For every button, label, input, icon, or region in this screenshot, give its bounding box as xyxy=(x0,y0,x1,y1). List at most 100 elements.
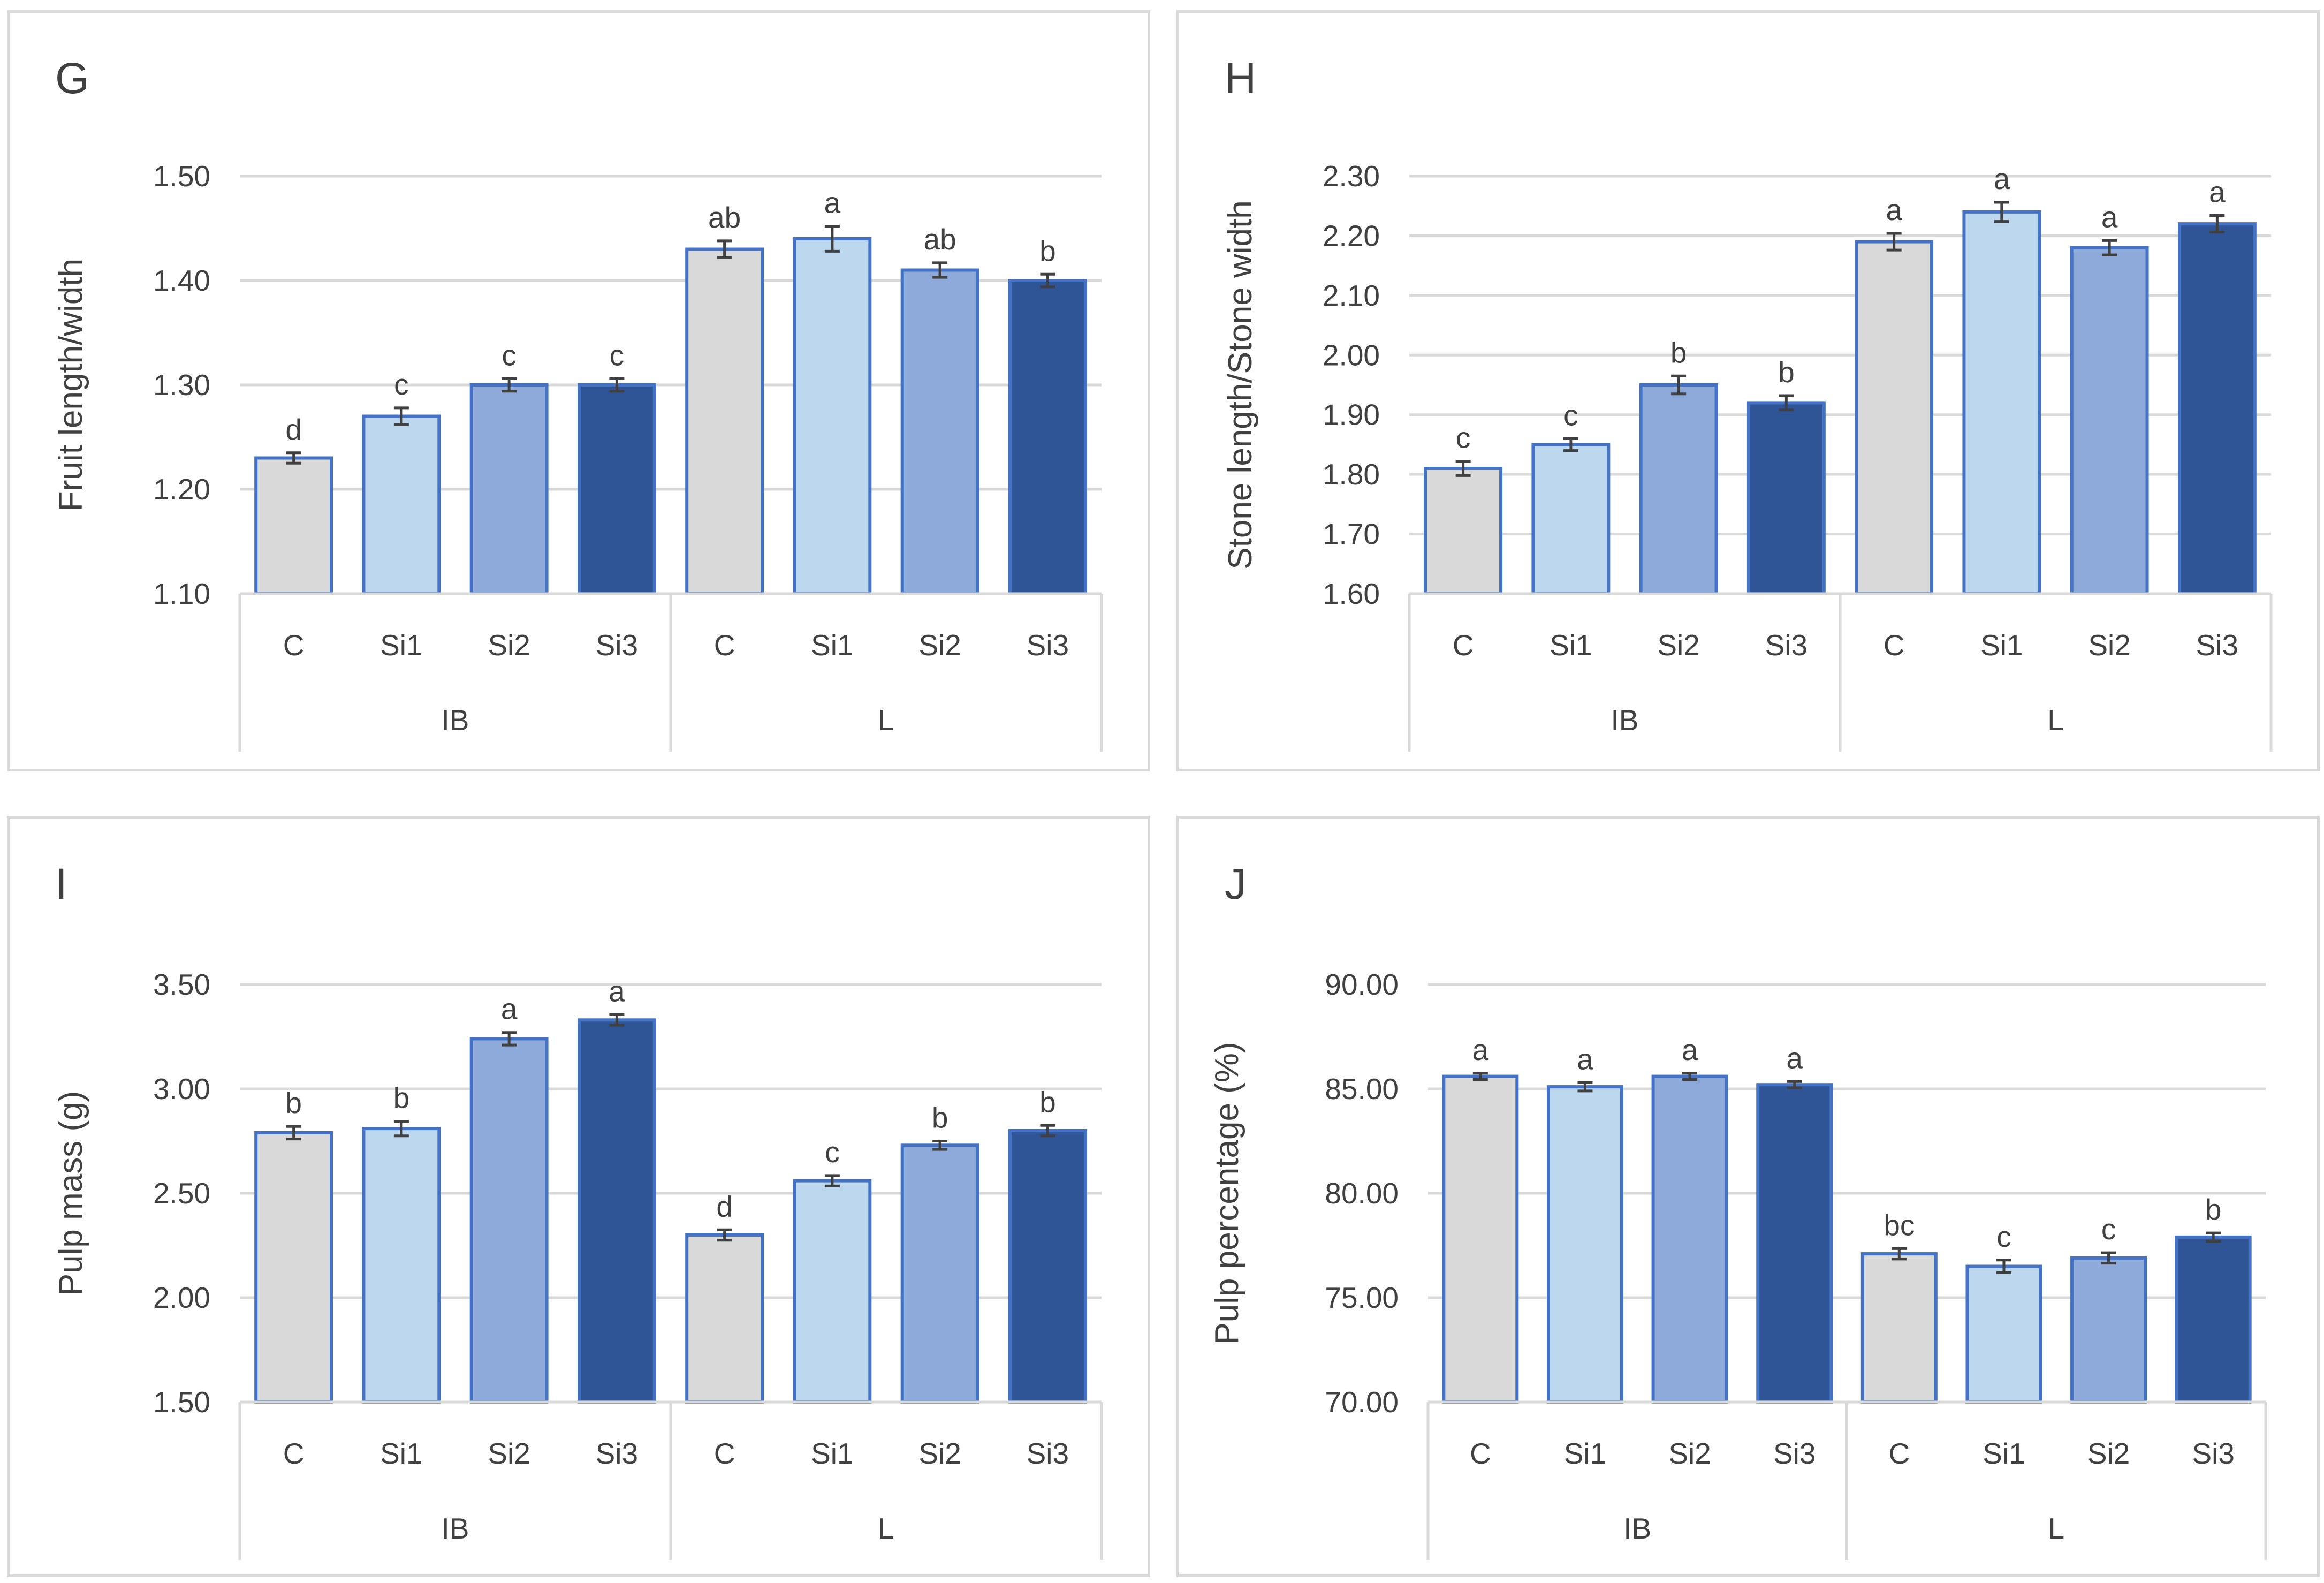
chart-j-svg: J 70.00 75.00 80.00 85.00 90.00 Pulp percentag… xyxy=(1209,860,2267,1560)
bar xyxy=(2175,1235,2252,1404)
x-tick-label: Si3 xyxy=(1773,1437,1816,1470)
x-tick-label: Si2 xyxy=(2088,628,2131,662)
significance-letter: a xyxy=(1472,1033,1489,1066)
x-tick-label: Si3 xyxy=(1027,628,1069,662)
significance-letter: c xyxy=(394,368,409,401)
significance-letter: ab xyxy=(708,201,741,234)
y-tick-label: 80.00 xyxy=(1325,1177,1399,1210)
panel-label: G xyxy=(55,54,89,103)
significance-letter: b xyxy=(2205,1193,2222,1226)
bar xyxy=(1746,401,1826,596)
x-tick-label: Si2 xyxy=(918,628,961,662)
y-tick-label: 1.50 xyxy=(153,1385,210,1419)
y-tick-label: 1.20 xyxy=(153,473,210,506)
significance-letter: b xyxy=(1039,234,1056,267)
x-tick-label: Si3 xyxy=(1765,628,1808,662)
group-label: IB xyxy=(1623,1512,1651,1545)
bar xyxy=(1962,210,2041,596)
x-tick-label: Si1 xyxy=(1550,628,1592,662)
chart-h-svg: H 1.60 1.70 1.80 1.90 2.00 2.10 2.20 2.30 Stone l… xyxy=(1222,54,2273,752)
x-tick-label: Si2 xyxy=(1668,1437,1711,1470)
bar xyxy=(254,456,333,595)
significance-letter: a xyxy=(824,186,841,219)
group-label: L xyxy=(878,703,894,737)
significance-letter: a xyxy=(501,993,518,1026)
y-tick-label: 3.50 xyxy=(153,968,210,1001)
y-tick-label: 1.80 xyxy=(1323,458,1380,491)
bar xyxy=(1639,383,1718,595)
y-tick-label: 2.20 xyxy=(1323,219,1380,252)
significance-letter: c xyxy=(1996,1220,2011,1253)
significance-letter: a xyxy=(1682,1033,1698,1066)
significance-letter: c xyxy=(2101,1213,2116,1246)
bar xyxy=(1860,1252,1938,1404)
significance-letter: b xyxy=(1039,1085,1056,1118)
significance-letter: d xyxy=(716,1190,733,1223)
bar xyxy=(900,268,979,595)
x-tick-label: C xyxy=(1888,1437,1910,1470)
bar xyxy=(1424,467,1503,595)
bar xyxy=(1651,1074,1728,1404)
y-tick-label: 1.70 xyxy=(1323,518,1380,551)
x-tick-label: Si1 xyxy=(1980,628,2023,662)
group-label: IB xyxy=(442,1512,469,1545)
chart-g-svg: G 1.10 1.20 1.30 1.40 1.50 Fruit length/width d… xyxy=(52,54,1103,752)
panel-label: H xyxy=(1225,54,1256,103)
y-tick-label: 1.40 xyxy=(153,264,210,297)
significance-letter: c xyxy=(502,338,517,372)
bar xyxy=(1008,1129,1087,1404)
significance-letter: a xyxy=(2101,200,2118,233)
y-tick-label: 75.00 xyxy=(1325,1281,1399,1314)
x-tick-label: Si3 xyxy=(2196,628,2239,662)
significance-letter: a xyxy=(1786,1041,1803,1074)
bar xyxy=(793,237,872,595)
bar xyxy=(1531,443,1611,596)
y-tick-label: 2.10 xyxy=(1323,279,1380,312)
bar xyxy=(2070,246,2149,595)
x-tick-label: C xyxy=(1453,628,1474,662)
bar xyxy=(362,1127,441,1404)
x-tick-label: Si1 xyxy=(811,628,854,662)
bar xyxy=(577,1018,656,1404)
y-tick-label: 70.00 xyxy=(1325,1385,1399,1419)
y-axis-title: Stone length/Stone width xyxy=(1222,200,1259,569)
group-label: L xyxy=(878,1512,894,1545)
significance-letter: a xyxy=(1886,193,1902,226)
y-axis-title: Fruit length/width xyxy=(52,259,89,511)
significance-letter: b xyxy=(393,1081,410,1114)
x-tick-label: Si2 xyxy=(488,628,530,662)
y-axis-title: Pulp mass (g) xyxy=(52,1091,89,1296)
significance-letter: c xyxy=(825,1135,840,1169)
x-tick-label: C xyxy=(1470,1437,1491,1470)
bar xyxy=(2177,222,2257,595)
bar xyxy=(685,1233,764,1404)
x-tick-label: Si2 xyxy=(1657,628,1700,662)
x-tick-label: Si3 xyxy=(596,628,639,662)
y-tick-label: 2.00 xyxy=(1323,338,1380,372)
x-tick-label: C xyxy=(714,1437,735,1470)
y-tick-label: 1.30 xyxy=(153,368,210,402)
bar xyxy=(900,1143,979,1404)
x-tick-label: Si1 xyxy=(380,628,423,662)
bar xyxy=(362,414,441,595)
bar xyxy=(1008,279,1087,595)
y-tick-label: 2.30 xyxy=(1323,160,1380,193)
bar xyxy=(685,247,764,595)
bar xyxy=(1756,1083,1833,1404)
bar xyxy=(469,1037,549,1404)
significance-letter: b xyxy=(1670,336,1687,369)
significance-letter: b xyxy=(932,1101,948,1134)
y-tick-label: 3.00 xyxy=(153,1072,210,1105)
x-tick-label: Si1 xyxy=(811,1437,854,1470)
x-tick-label: Si2 xyxy=(918,1437,961,1470)
bar xyxy=(469,383,549,595)
chart-i-svg: I 1.50 2.00 2.50 3.00 3.50 Pulp mass (g) b Cb Si1… xyxy=(52,860,1103,1560)
x-tick-label: Si2 xyxy=(488,1437,530,1470)
x-tick-label: Si1 xyxy=(1983,1437,2025,1470)
bar xyxy=(1965,1264,2042,1404)
chart-panel-g: G 1.10 1.20 1.30 1.40 1.50 Fruit length/width d… xyxy=(7,10,1150,771)
bar xyxy=(2070,1256,2147,1404)
bar xyxy=(793,1179,872,1404)
significance-letter: a xyxy=(609,975,625,1008)
y-tick-label: 1.50 xyxy=(153,160,210,193)
